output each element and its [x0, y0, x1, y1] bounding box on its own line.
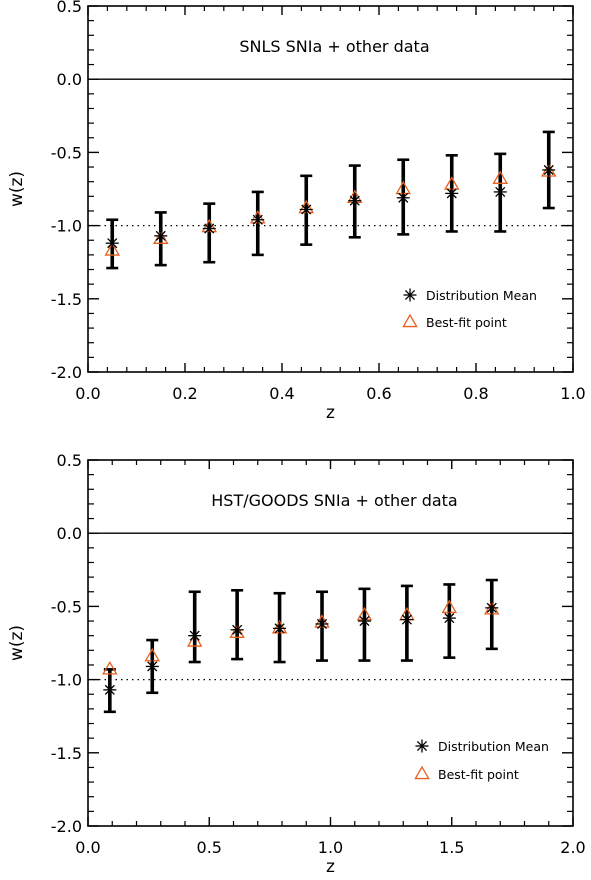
panel-top: SNLS SNIa + other data z w(z) 0.0 0.2 0.4 0…	[7, 0, 586, 423]
legend-marker-best-fit-point	[414, 765, 430, 780]
best-fit-point	[229, 624, 245, 638]
distribution-mean-point	[493, 185, 507, 199]
legend: Distribution Mean Best-fit point	[402, 288, 537, 330]
x-tick-label: 0.2	[172, 384, 197, 403]
distribution-mean-point	[103, 683, 117, 697]
distribution-mean-point	[154, 229, 168, 243]
x-tick-label: 0.0	[75, 838, 100, 857]
legend-label-distribution-mean: Distribution Mean	[438, 739, 549, 754]
legend-marker-distribution-mean	[415, 739, 429, 753]
distribution-mean-point	[251, 213, 265, 227]
best-fit-point	[102, 661, 118, 675]
ticks: 0.0 0.5 1.0 1.5 2.0 -2.0 -1.5 -1.0 -0.5 0.0 0.5	[51, 451, 586, 857]
x-axis-label: z	[326, 403, 335, 423]
x-tick-label: 0.6	[366, 384, 391, 403]
y-tick-label: -2.0	[51, 363, 82, 382]
y-tick-label: 0.5	[57, 451, 82, 470]
distribution-mean-point	[442, 611, 456, 625]
distribution-mean-point	[202, 222, 216, 236]
distribution-mean-point	[188, 629, 202, 643]
legend-asterisk	[403, 288, 417, 302]
reference-lines	[88, 532, 573, 681]
distribution-mean-point	[485, 601, 499, 615]
x-tick-label: 0.5	[197, 838, 222, 857]
y-tick-label: 0.0	[57, 70, 82, 89]
plot-frame	[87, 5, 574, 373]
x-tick-label: 1.5	[439, 838, 464, 857]
x-tick-label: 1.0	[560, 384, 585, 403]
x-tick-label: 2.0	[560, 838, 585, 857]
legend-triangle	[402, 313, 418, 328]
data-marks	[104, 130, 557, 270]
distribution-mean-point	[315, 617, 329, 631]
x-tick-label: 0.4	[269, 384, 294, 403]
panel-bottom: HST/GOODS SNIa + other data z w(z) 0.0 0.…	[7, 451, 586, 877]
y-tick-label: -1.0	[51, 671, 82, 690]
distribution-mean-point	[348, 194, 362, 208]
best-fit-point	[104, 242, 121, 256]
data-marks	[102, 578, 500, 714]
y-tick-label: -1.5	[51, 290, 82, 309]
distribution-mean-point	[299, 202, 313, 216]
y-tick-label: -1.5	[51, 744, 82, 763]
x-tick-label: 0.8	[463, 384, 488, 403]
legend-label-best-fit-point: Best-fit point	[426, 315, 507, 330]
best-fit-point	[492, 170, 509, 184]
legend-marker-distribution-mean	[403, 288, 417, 302]
y-tick-label: 0.5	[57, 0, 82, 16]
y-tick-label: -0.5	[51, 143, 82, 162]
distribution-mean-point	[400, 613, 414, 627]
y-tick-label: -0.5	[51, 597, 82, 616]
y-axis-label: w(z)	[7, 625, 27, 661]
legend: Distribution Mean Best-fit point	[414, 739, 549, 782]
distribution-mean-point	[396, 191, 410, 205]
best-fit-point	[152, 230, 169, 244]
panel-annotation: HST/GOODS SNIa + other data	[211, 491, 457, 510]
x-tick-label: 1.0	[318, 838, 343, 857]
reference-lines	[88, 78, 573, 227]
distribution-mean-point	[105, 236, 119, 250]
x-tick-label: 0.0	[75, 384, 100, 403]
distribution-mean-point	[273, 621, 287, 635]
distribution-mean-point	[542, 163, 556, 177]
y-tick-label: -1.0	[51, 217, 82, 236]
best-fit-point	[186, 633, 203, 647]
legend-label-best-fit-point: Best-fit point	[438, 767, 519, 782]
distribution-mean-point	[145, 659, 159, 673]
y-axis-label: w(z)	[7, 171, 27, 207]
panel-annotation: SNLS SNIa + other data	[239, 37, 429, 56]
legend-asterisk	[415, 739, 429, 753]
distribution-mean-point	[230, 623, 244, 637]
legend-triangle	[414, 765, 430, 780]
y-tick-label: 0.0	[57, 524, 82, 543]
distribution-mean-point	[357, 614, 371, 628]
y-tick-label: -2.0	[51, 817, 82, 836]
x-axis-label: z	[326, 857, 335, 877]
legend-marker-best-fit-point	[402, 313, 418, 328]
legend-label-distribution-mean: Distribution Mean	[426, 288, 537, 303]
distribution-mean-point	[445, 186, 459, 200]
ticks: 0.0 0.2 0.4 0.6 0.8 1.0 -2.0 -1.5 -1.0 -0.5 0.0 0.5	[51, 0, 586, 403]
